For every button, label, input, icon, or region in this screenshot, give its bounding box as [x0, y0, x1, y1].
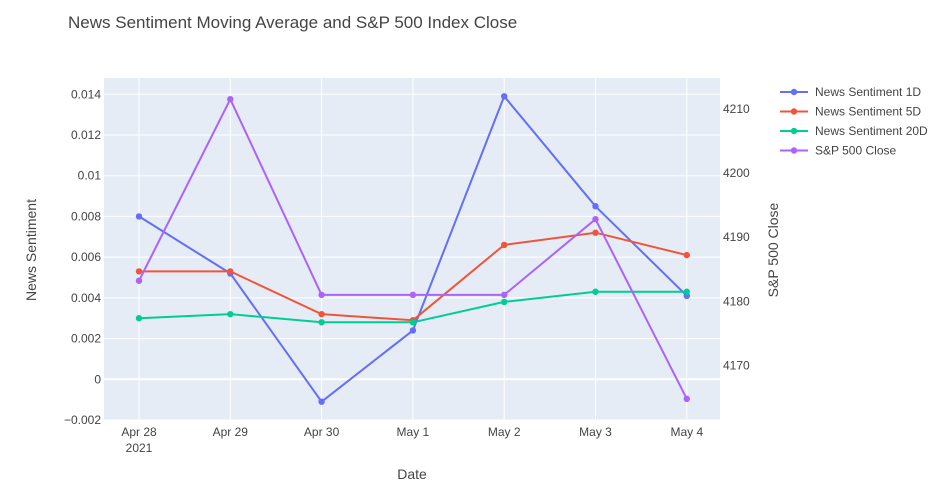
y-tick-label: 0.004 — [71, 291, 101, 305]
legend-item[interactable]: News Sentiment 20D — [780, 124, 928, 138]
data-point[interactable] — [318, 310, 325, 318]
data-point[interactable] — [318, 291, 325, 299]
y2-tick-label: 4170 — [723, 358, 750, 372]
y-tick-label: 0.01 — [78, 169, 102, 183]
series-points — [135, 93, 690, 405]
x-tick-label: May 1 — [397, 425, 430, 439]
data-point[interactable] — [683, 395, 690, 403]
y-tick-label: 0 — [94, 372, 101, 386]
y-axis-title: News Sentiment — [23, 199, 39, 301]
legend-item[interactable]: S&P 500 Close — [780, 144, 896, 158]
y-tick-label: 0.014 — [71, 87, 101, 101]
data-point[interactable] — [501, 241, 508, 249]
x-tick-label: Apr 29 — [213, 425, 249, 439]
x-axis-title: Date — [397, 466, 427, 482]
x-tick-label: May 2 — [488, 425, 521, 439]
data-point[interactable] — [135, 213, 143, 220]
data-point[interactable] — [135, 315, 143, 322]
grid-lines — [104, 78, 720, 421]
x-tick-label: Apr 30 — [304, 425, 340, 439]
x-tick-label: May 4 — [670, 425, 703, 439]
data-point[interactable] — [227, 310, 234, 318]
data-point[interactable] — [135, 268, 143, 275]
x-tick-label: May 3 — [579, 425, 612, 439]
data-point[interactable] — [592, 203, 599, 210]
y2-axis-ticks: 4170 4180 4190 4200 4210 — [723, 102, 750, 373]
data-point[interactable] — [318, 319, 325, 326]
y2-tick-label: 4190 — [723, 230, 750, 244]
data-point[interactable] — [501, 93, 508, 100]
data-point[interactable] — [227, 268, 234, 275]
x-axis-ticks: Apr 28 Apr 29 Apr 30 May 1 May 2 May 3 May 4 20… — [121, 425, 703, 455]
y2-tick-label: 4210 — [723, 102, 750, 116]
data-point[interactable] — [592, 288, 599, 295]
y-tick-label: 0.002 — [71, 332, 101, 346]
y-tick-label: 0.008 — [71, 209, 101, 223]
legend-label: News Sentiment 5D — [815, 105, 921, 119]
data-point[interactable] — [409, 319, 417, 326]
legend-item[interactable]: News Sentiment 1D — [780, 85, 921, 99]
data-point[interactable] — [318, 398, 325, 405]
legend-item[interactable]: News Sentiment 5D — [780, 105, 921, 119]
data-point[interactable] — [501, 298, 508, 306]
y-tick-label: −0.002 — [64, 413, 101, 427]
y2-tick-label: 4200 — [723, 166, 750, 180]
legend-label: News Sentiment 20D — [815, 124, 928, 138]
legend-swatch-marker — [790, 88, 798, 96]
y-tick-label: 0.006 — [71, 250, 101, 264]
data-point[interactable] — [683, 288, 690, 295]
data-point[interactable] — [501, 291, 508, 299]
legend-swatch-marker — [790, 127, 798, 135]
y-tick-label: 0.012 — [71, 128, 101, 142]
plot-background — [104, 78, 720, 420]
x-tick-label: Apr 28 — [121, 425, 157, 439]
legend-label: News Sentiment 1D — [815, 85, 921, 99]
data-point[interactable] — [409, 327, 417, 334]
data-point[interactable] — [592, 229, 599, 236]
x-tick-year-label: 2021 — [126, 441, 153, 455]
legend-label: S&P 500 Close — [815, 144, 896, 158]
y2-tick-label: 4180 — [723, 294, 750, 308]
data-point[interactable] — [683, 251, 690, 259]
legend[interactable]: News Sentiment 1D News Sentiment 5D News S… — [780, 85, 928, 158]
legend-swatch-marker — [790, 108, 798, 115]
legend-swatch-marker — [790, 147, 798, 154]
y-axis-ticks: −0.002 0 0.002 0.004 0.006 0.008 0.01 0.012 0.01… — [64, 87, 101, 427]
data-point[interactable] — [409, 291, 417, 299]
chart-title: News Sentiment Moving Average and S&P 50… — [68, 13, 517, 32]
data-point[interactable] — [592, 215, 599, 223]
y2-axis-title: S&P 500 Close — [765, 202, 781, 297]
data-point[interactable] — [135, 277, 143, 284]
data-point[interactable] — [227, 95, 234, 103]
